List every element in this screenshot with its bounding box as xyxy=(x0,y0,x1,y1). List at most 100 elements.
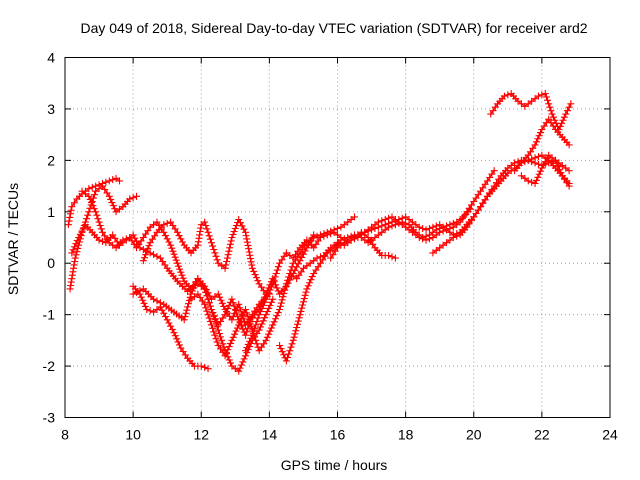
data-point xyxy=(218,299,226,307)
data-point xyxy=(282,280,290,288)
data-point xyxy=(293,320,301,328)
data-point xyxy=(169,247,177,255)
y-tick-label: 4 xyxy=(47,50,55,66)
data-point xyxy=(419,235,427,243)
data-point xyxy=(280,289,288,297)
data-point xyxy=(214,326,222,334)
data-point xyxy=(221,264,229,272)
data-point xyxy=(278,348,286,356)
data-point xyxy=(257,323,265,331)
data-point xyxy=(67,282,75,289)
y-axis-label: SDTVAR / TECUs xyxy=(5,183,21,295)
data-point xyxy=(210,312,218,320)
data-point xyxy=(116,177,123,185)
data-point xyxy=(68,271,76,279)
data-point xyxy=(243,238,251,246)
data-point xyxy=(453,232,461,240)
data-point xyxy=(213,323,221,331)
data-point xyxy=(567,100,575,108)
data-point xyxy=(272,315,280,323)
data-point xyxy=(265,304,273,312)
series-markers xyxy=(429,151,573,257)
data-point xyxy=(291,330,299,338)
data-point xyxy=(226,244,234,252)
data-point xyxy=(273,266,281,274)
data-point xyxy=(524,177,532,185)
data-point xyxy=(177,235,185,243)
data-point xyxy=(229,231,237,238)
data-point xyxy=(255,311,263,319)
data-point xyxy=(68,275,76,283)
data-point xyxy=(504,91,512,99)
data-point xyxy=(276,306,284,313)
data-point xyxy=(197,224,205,232)
data-point xyxy=(140,254,148,262)
data-point xyxy=(209,309,217,317)
data-point xyxy=(538,91,546,99)
data-point xyxy=(266,301,274,309)
data-point xyxy=(229,299,237,307)
data-point xyxy=(207,321,215,329)
data-point xyxy=(385,252,393,259)
x-tick-label: 16 xyxy=(330,427,346,443)
data-point xyxy=(216,293,224,301)
series-trace-7 xyxy=(139,216,270,298)
data-point xyxy=(263,308,271,316)
data-point xyxy=(228,336,236,344)
data-point xyxy=(165,319,173,327)
data-point xyxy=(565,103,573,111)
data-point xyxy=(278,296,286,304)
data-point xyxy=(235,367,243,375)
data-point xyxy=(67,278,75,286)
data-point xyxy=(236,364,244,372)
data-point xyxy=(316,234,324,241)
data-point xyxy=(72,240,80,248)
data-point xyxy=(565,182,573,190)
data-point xyxy=(425,225,433,232)
data-point xyxy=(258,320,266,328)
data-point xyxy=(545,100,553,108)
data-point xyxy=(71,243,79,251)
data-point xyxy=(298,304,306,312)
data-point xyxy=(237,361,245,369)
data-point xyxy=(202,304,210,312)
data-point xyxy=(269,321,277,329)
data-point xyxy=(432,222,440,230)
x-axis-label: GPS time / hours xyxy=(281,457,388,473)
data-point xyxy=(531,154,539,162)
data-point xyxy=(277,345,285,353)
data-point xyxy=(178,271,186,279)
data-point xyxy=(554,163,562,171)
data-point xyxy=(295,314,303,322)
data-point xyxy=(78,227,86,235)
data-point xyxy=(213,256,221,264)
data-point xyxy=(156,299,164,307)
data-point xyxy=(73,248,81,256)
data-point xyxy=(296,257,304,265)
data-point xyxy=(233,324,241,332)
data-point xyxy=(259,317,267,325)
data-point xyxy=(136,287,144,295)
data-point xyxy=(449,234,457,241)
data-point xyxy=(253,318,261,325)
data-point xyxy=(68,249,76,257)
data-point xyxy=(140,299,148,307)
data-point xyxy=(261,298,269,306)
series-trace-6 xyxy=(129,275,277,375)
data-point xyxy=(235,300,243,308)
data-point xyxy=(144,245,152,253)
data-point xyxy=(70,261,78,269)
data-point xyxy=(246,337,254,345)
data-point xyxy=(357,230,365,238)
data-point xyxy=(161,232,169,240)
data-point xyxy=(276,342,284,349)
data-point xyxy=(538,164,546,172)
data-point xyxy=(296,311,304,319)
data-point xyxy=(249,328,257,336)
y-tick-label: 0 xyxy=(47,255,55,271)
series-markers xyxy=(327,156,573,262)
series-markers xyxy=(487,90,575,133)
data-point xyxy=(548,110,556,118)
data-point xyxy=(565,141,573,149)
data-point xyxy=(95,236,103,244)
